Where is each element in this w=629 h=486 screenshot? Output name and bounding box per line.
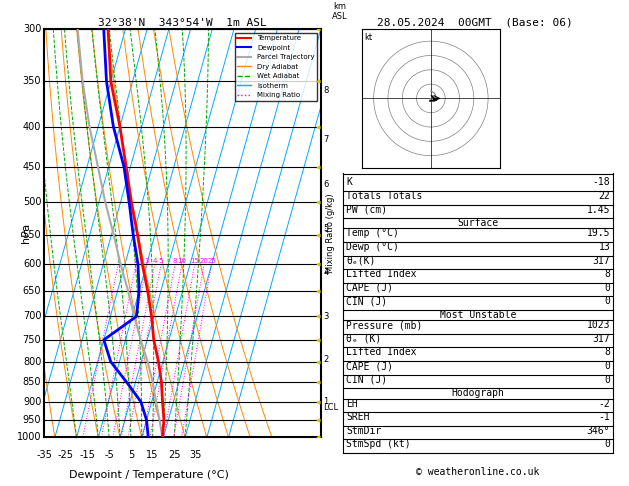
Text: -15: -15 [79, 450, 96, 460]
Text: EH: EH [346, 399, 358, 409]
Text: Totals Totals: Totals Totals [346, 191, 422, 201]
Text: SREH: SREH [346, 412, 369, 422]
Text: 7: 7 [323, 135, 329, 144]
Text: -1: -1 [598, 412, 610, 422]
Text: CIN (J): CIN (J) [346, 296, 387, 307]
Text: -18: -18 [593, 177, 610, 188]
Text: CIN (J): CIN (J) [346, 375, 387, 385]
Text: Temp (°C): Temp (°C) [346, 228, 399, 239]
Text: Lifted Index: Lifted Index [346, 347, 416, 358]
Text: PW (cm): PW (cm) [346, 205, 387, 215]
Text: -2: -2 [598, 399, 610, 409]
Text: 5: 5 [323, 224, 329, 233]
Text: 25: 25 [207, 258, 216, 264]
Text: 1000: 1000 [17, 433, 42, 442]
Text: 750: 750 [23, 335, 42, 345]
Text: K: K [346, 177, 352, 188]
Text: 0: 0 [604, 375, 610, 385]
Text: 400: 400 [23, 122, 42, 132]
Text: 13: 13 [598, 242, 610, 252]
Text: 0: 0 [604, 439, 610, 450]
Text: Dewp (°C): Dewp (°C) [346, 242, 399, 252]
Text: 600: 600 [23, 259, 42, 269]
Text: -25: -25 [58, 450, 74, 460]
Text: 1: 1 [116, 258, 121, 264]
Text: -5: -5 [104, 450, 114, 460]
Text: 317: 317 [593, 256, 610, 266]
Text: 8: 8 [604, 269, 610, 279]
Text: θₑ (K): θₑ (K) [346, 334, 381, 344]
Text: 900: 900 [23, 397, 42, 407]
Text: 317: 317 [593, 334, 610, 344]
Text: 550: 550 [23, 230, 42, 240]
Text: StmSpd (kt): StmSpd (kt) [346, 439, 411, 450]
Text: 25: 25 [168, 450, 181, 460]
Text: 20: 20 [199, 258, 208, 264]
Text: 4: 4 [323, 268, 329, 277]
Text: 1023: 1023 [587, 320, 610, 330]
Text: StmDir: StmDir [346, 426, 381, 436]
Text: Lifted Index: Lifted Index [346, 269, 416, 279]
Text: Pressure (mb): Pressure (mb) [346, 320, 422, 330]
Text: 0: 0 [604, 283, 610, 293]
Text: 15: 15 [147, 450, 159, 460]
Text: 1.45: 1.45 [587, 205, 610, 215]
Text: 8: 8 [323, 87, 329, 95]
Text: 450: 450 [23, 162, 42, 172]
Text: 5: 5 [128, 450, 134, 460]
Text: 950: 950 [23, 415, 42, 425]
Text: Dewpoint / Temperature (°C): Dewpoint / Temperature (°C) [69, 470, 229, 480]
Text: 8: 8 [604, 347, 610, 358]
Text: 15: 15 [190, 258, 199, 264]
Text: hPa: hPa [21, 223, 31, 243]
Text: 8: 8 [173, 258, 177, 264]
Text: 10: 10 [177, 258, 186, 264]
Text: 346°: 346° [587, 426, 610, 436]
Text: 5: 5 [159, 258, 164, 264]
Text: 3: 3 [145, 258, 149, 264]
Text: 1: 1 [323, 397, 329, 406]
Text: CAPE (J): CAPE (J) [346, 283, 393, 293]
Text: 22: 22 [598, 191, 610, 201]
Text: 3: 3 [323, 312, 329, 321]
Legend: Temperature, Dewpoint, Parcel Trajectory, Dry Adiabat, Wet Adiabat, Isotherm, Mi: Temperature, Dewpoint, Parcel Trajectory… [235, 33, 317, 101]
Text: 350: 350 [23, 76, 42, 87]
Text: 4: 4 [153, 258, 157, 264]
Text: 300: 300 [23, 24, 42, 34]
Text: 700: 700 [23, 312, 42, 321]
Text: 2: 2 [134, 258, 138, 264]
Title: 32°38'N  343°54'W  1m ASL: 32°38'N 343°54'W 1m ASL [98, 18, 267, 28]
Text: Most Unstable: Most Unstable [440, 310, 516, 320]
Text: km
ASL: km ASL [332, 1, 348, 21]
Text: 500: 500 [23, 197, 42, 208]
Text: Surface: Surface [457, 218, 499, 228]
Text: 0: 0 [604, 361, 610, 371]
Text: © weatheronline.co.uk: © weatheronline.co.uk [416, 467, 540, 477]
Text: 800: 800 [23, 357, 42, 367]
Text: Mixing Ratio (g/kg): Mixing Ratio (g/kg) [326, 193, 335, 273]
Text: 650: 650 [23, 286, 42, 296]
Text: 0: 0 [604, 296, 610, 307]
Text: 6: 6 [323, 180, 329, 190]
Text: Hodograph: Hodograph [452, 388, 504, 399]
Text: 28.05.2024  00GMT  (Base: 06): 28.05.2024 00GMT (Base: 06) [377, 17, 573, 27]
Text: CAPE (J): CAPE (J) [346, 361, 393, 371]
Text: -35: -35 [36, 450, 52, 460]
Text: 850: 850 [23, 377, 42, 387]
Text: 2: 2 [323, 355, 329, 364]
Text: θₑ(K): θₑ(K) [346, 256, 376, 266]
Text: 19.5: 19.5 [587, 228, 610, 239]
Text: LCL: LCL [323, 403, 338, 412]
Text: kt: kt [364, 34, 372, 42]
Text: 35: 35 [190, 450, 202, 460]
